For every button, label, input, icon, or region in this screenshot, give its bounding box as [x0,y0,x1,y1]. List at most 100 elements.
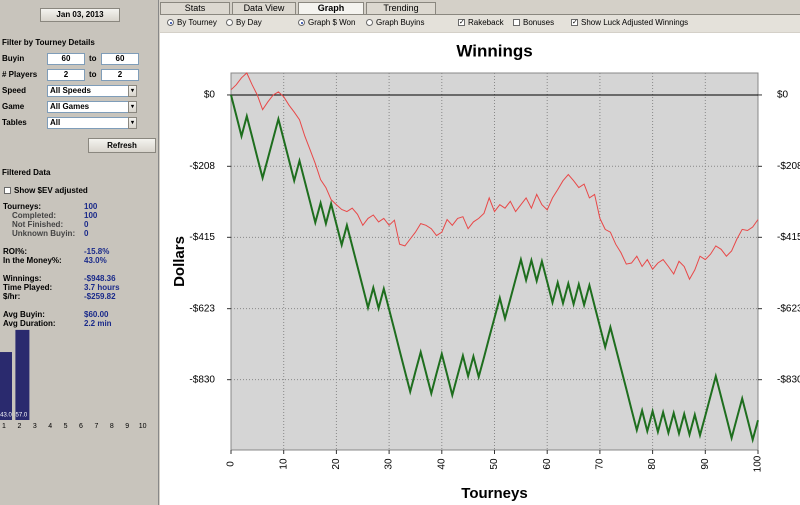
text-input[interactable]: 2 [47,69,85,81]
stat-value: 100 [84,211,98,220]
x-tick-label: 60 [542,458,553,470]
x-tick-label: 9 [125,423,129,430]
mini-histogram: 43.0 1 57.0 2 3 4 5 6 7 8 9 10 [0,329,147,430]
chart: Winnings Tourneys Dollars 0 10 20 30 40 50 60 70 80… [160,33,800,505]
dropdown[interactable]: All Games [47,101,137,113]
radio[interactable] [167,19,174,26]
series-line [230,72,759,281]
radio[interactable] [366,19,373,26]
text-input[interactable]: 60 [47,53,85,65]
x-tick-label: 8 [110,423,114,430]
stat-label: Avg Buyin: [3,310,45,319]
option-label: By Day [236,18,262,27]
stat-label: In the Money%: [3,256,62,265]
tab[interactable]: Trending [366,2,436,14]
refresh-button[interactable]: Refresh [88,138,156,153]
x-tick-label: 80 [647,458,658,470]
x-tick-label: 100 [753,455,764,472]
dropdown-arrow[interactable]: ▾ [128,85,137,97]
y-tick-label: -$830 [189,374,215,385]
stat-value: 2.2 min [84,319,112,328]
bar [15,329,30,420]
checkbox[interactable]: ✓ [458,19,465,26]
radio[interactable] [298,19,305,26]
option-label: Graph $ Won [308,18,356,27]
dropdown[interactable]: All [47,117,137,129]
field-label: # Players [2,70,38,79]
tab[interactable]: Stats [160,2,230,14]
x-tick-label: 10 [139,423,147,430]
field-label: Buyin [2,54,25,63]
stat-value: -15.8% [84,247,110,256]
stat-value: -$259.82 [84,292,116,301]
checkbox[interactable]: ✓ [571,19,578,26]
radio[interactable] [226,19,233,26]
stat-label: Not Finished: [12,220,64,229]
y-tick-label: $0 [204,90,216,101]
x-tick-label: 50 [489,458,500,470]
text-input[interactable]: 2 [101,69,139,81]
stat-value: 0 [84,220,89,229]
x-tick-label: 3 [33,423,37,430]
y-axis-title: Dollars [171,236,188,287]
y2-tick-label: -$623 [777,303,800,314]
stat-label: Time Played: [3,283,53,292]
checkbox[interactable] [513,19,520,26]
y2-tick-label: -$208 [777,161,800,172]
text-input[interactable]: 60 [101,53,139,65]
option-label: Graph Buyins [376,18,425,27]
x-tick-label: 4 [48,423,52,430]
x-tick-label: 7 [94,423,98,430]
y2-tick-label: -$830 [777,374,800,385]
tab[interactable]: Data View [232,2,296,14]
field-label: to [89,70,97,79]
stat-label: Completed: [12,211,56,220]
option-label: By Tourney [177,18,217,27]
bar [0,352,12,420]
dropdown-arrow[interactable]: ▾ [128,117,137,129]
date-button[interactable]: Jan 03, 2013 [40,8,120,22]
stat-label: Winnings: [3,274,42,283]
checkbox[interactable] [4,187,11,194]
y-tick-label: -$208 [189,161,215,172]
dropdown[interactable]: All Speeds [47,85,137,97]
stat-value: 0 [84,229,89,238]
x-tick-label: 5 [64,423,68,430]
y-tick-label: -$415 [189,232,215,243]
stat-label: ROI%: [3,247,27,256]
x-axis-title: Tourneys [461,485,527,502]
x-tick-label: 70 [595,458,606,470]
dropdown-arrow[interactable]: ▾ [128,101,137,113]
option-label: Show Luck Adjusted Winnings [581,18,689,27]
x-tick-label: 2 [17,423,21,430]
y-tick-label: -$623 [189,303,215,314]
option-label: Rakeback [468,18,504,27]
x-tick-label: 40 [436,458,447,470]
sidebar: Jan 03, 2013 Filter by Tourney Details R… [0,0,159,505]
checkbox-label: Show $EV adjusted [14,186,88,195]
stat-label: $/hr: [3,292,21,301]
stat-label: Avg Duration: [3,319,56,328]
x-tick-label: 20 [331,458,342,470]
x-tick-label: 6 [79,423,83,430]
plot-area [230,72,759,451]
field-label: Speed [2,86,27,95]
field-label: Tables [2,118,27,127]
stat-label: Tourneys: [3,202,42,211]
stat-value: 43.0% [84,256,107,265]
y2-tick-label: -$415 [777,232,800,243]
stat-value: $60.00 [84,310,109,319]
chart-title: Winnings [456,41,532,60]
x-tick-label: 30 [384,458,395,470]
stat-value: -$948.36 [84,274,116,283]
field-label: Game [2,102,25,111]
y2-tick-label: $0 [777,90,789,101]
stat-label: Unknown Buyin: [12,229,76,238]
option-label: Bonuses [523,18,555,27]
series-line [230,94,759,444]
bar-value-label: 43.0 [0,413,12,419]
tab[interactable]: Graph [298,2,364,14]
bar-value-label: 57.0 [16,413,28,419]
stat-value: 3.7 hours [84,283,120,292]
